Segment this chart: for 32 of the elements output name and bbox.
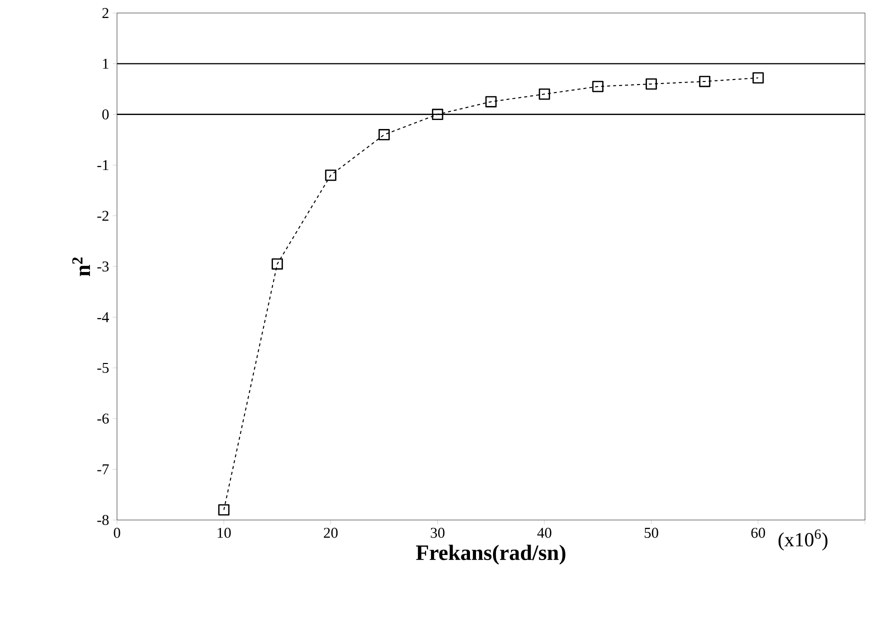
y-tick-label: -4: [97, 312, 109, 322]
x-tick-label: 20: [324, 528, 338, 538]
x-tick-label: 60: [751, 528, 766, 538]
y-tick-label: -8: [97, 514, 109, 526]
point: [646, 78, 657, 90]
y-tick-label: 0: [102, 109, 109, 120]
y-axis-title: n$^{2}$: [72, 257, 90, 276]
point: [378, 129, 390, 140]
y-tick-label: -2: [97, 210, 108, 221]
y-tick-label: -3: [97, 261, 109, 272]
y-tick-label: -5: [97, 362, 109, 373]
point: [218, 504, 230, 516]
point: [538, 88, 550, 100]
point: [699, 76, 710, 88]
x-axis-title: Frekans(rad/sn): [416, 544, 566, 565]
y-tick-label: -7: [97, 464, 109, 474]
x-tick-label: 30: [430, 528, 444, 538]
point: [592, 80, 604, 92]
y-tick-label: 2: [102, 8, 108, 18]
point: [325, 170, 336, 181]
point: [752, 72, 764, 84]
point: [272, 258, 283, 270]
point: [432, 108, 444, 120]
y-tick-label: 1: [103, 58, 108, 69]
x-tick-label: 40: [537, 528, 552, 538]
x-tick-label: 0: [114, 528, 120, 538]
x-tick-label: 10: [218, 528, 231, 538]
point: [485, 96, 497, 108]
y-tick-label: -6: [97, 414, 109, 424]
y-tick-label: -1: [97, 160, 108, 170]
x-tick-label: 50: [644, 528, 658, 538]
text: (x10$^{6}$): [778, 530, 828, 550]
